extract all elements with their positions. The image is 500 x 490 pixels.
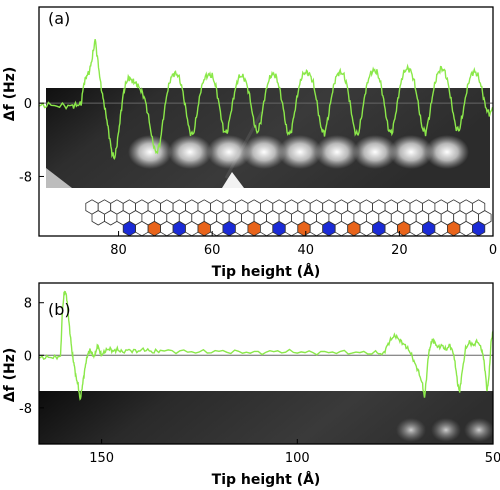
y-tick-label-b-0: 8 [24,297,32,312]
hexagon-75 [259,220,274,237]
hexagon-64 [122,220,137,237]
x-tick-label-a-4: 0 [489,243,497,258]
hexagon-80 [322,220,336,237]
molecule-blob-a-0 [128,135,172,169]
hexagon-70 [197,220,211,237]
hexagon-87 [409,220,423,237]
panel-label-a: (a) [48,9,70,28]
panel-a: 80 60 40 20 0 0 -8 (a) Tip height (Å) Δf (Hz) [2,6,497,280]
molecule-blob-a-8 [425,135,469,169]
y-tick-label-b-1: 0 [24,349,32,364]
df-trace-b [39,290,493,401]
hexagon-67 [160,220,174,237]
hexagon-33 [104,210,118,226]
molecule-blob-b-0 [396,418,426,442]
hexagon-85 [384,220,398,237]
hexagon-74 [247,220,261,237]
x-tick-label-a-3: 20 [391,243,408,258]
panel-b: 150 100 50 8 0 -8 (b) Tip height (Å) Δf (Hz) [2,282,500,488]
molecule-blob-a-7 [389,135,433,169]
df-trace-a [39,39,493,160]
afm-image-b [39,391,494,444]
hexagon-92 [471,220,486,237]
hexagon-90 [446,220,461,237]
y-tick-label-a-1: -8 [19,170,32,185]
hexagon-83 [359,220,374,237]
hexagon-79 [309,220,324,237]
molecule-blob-a-1 [168,135,212,169]
molecule-blob-b-1 [431,418,461,442]
y-tick-label-b-2: -8 [19,402,32,417]
hexagon-82 [347,220,361,237]
hexagon-69 [185,220,199,237]
hexagon-84 [372,220,386,237]
hexagon-88 [422,220,436,237]
hexagon-73 [234,220,249,237]
x-tick-label-b-1: 100 [285,451,310,466]
molecule-blob-b-2 [464,418,494,442]
x-tick-label-a-0: 80 [110,243,127,258]
molecule-blob-a-6 [353,135,397,169]
y-axis-title-a: Δf (Hz) [2,67,18,121]
y-axis-title-b: Δf (Hz) [2,348,18,402]
hexagon-72 [222,220,236,237]
hexagon-chain-model [85,199,492,237]
hexagon-68 [172,220,186,237]
hexagon-78 [297,220,311,237]
afm-image-a [46,88,490,188]
hexagon-32 [91,210,105,226]
molecule-blob-a-4 [278,135,322,169]
x-tick-label-b-2: 50 [485,451,500,466]
molecule-blobs-a [128,135,469,169]
molecule-blob-a-3 [242,135,286,169]
hexagon-91 [459,220,473,237]
plot-frame-a [38,6,494,237]
plot-frame-b [38,282,494,445]
hexagon-65 [135,220,149,237]
hexagon-89 [434,220,448,237]
molecule-blob-a-5 [315,135,359,169]
x-tick-label-b-0: 150 [89,451,114,466]
molecule-blob-a-2 [207,135,251,169]
molecule-blobs-b [396,418,494,442]
hexagon-81 [334,220,349,237]
y-tick-label-a-0: 0 [24,97,32,112]
hexagon-66 [147,220,162,237]
hexagon-76 [272,220,286,237]
x-axis-title-b: Tip height (Å) [212,471,321,488]
x-tick-label-a-1: 60 [204,243,221,258]
panel-label-b: (b) [48,300,71,319]
x-tick-label-a-2: 40 [298,243,315,258]
hexagon-77 [284,220,299,237]
x-axis-title-a: Tip height (Å) [212,263,321,280]
